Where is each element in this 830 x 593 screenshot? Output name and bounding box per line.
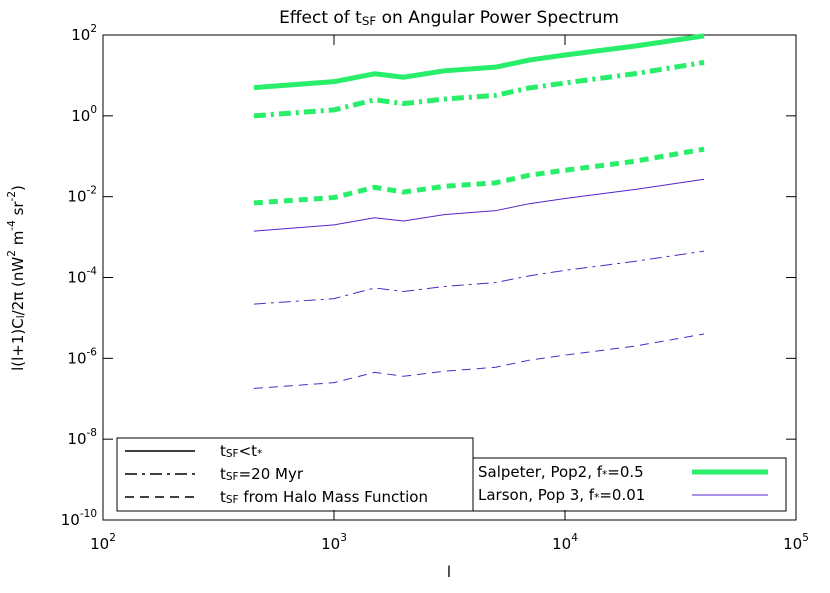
chart-title: Effect of tSF on Angular Power Spectrum: [279, 8, 619, 28]
legend-label: tSF=20 Myr: [220, 465, 304, 484]
x-tick-label: 102: [90, 532, 116, 553]
series-line: [253, 146, 705, 206]
x-tick-label: 105: [783, 532, 809, 553]
y-tick-label: 10-4: [67, 265, 97, 286]
y-tick-label: 100: [71, 104, 97, 125]
legend-label: tSF<t*: [220, 442, 262, 461]
y-tick-label: 10-8: [67, 427, 97, 448]
legend-label: Salpeter, Pop2, f*=0.5: [478, 463, 644, 482]
series-line: [253, 33, 705, 91]
color-legend: [472, 457, 787, 512]
y-axis-label: l(l+1)Cl/2π (nW2 m-4 sr-2): [6, 185, 27, 371]
plot-frame: [102, 34, 797, 521]
series-line: [253, 250, 705, 305]
legend-label: Larson, Pop 3, f*=0.01: [478, 486, 645, 505]
y-tick-label: 10-2: [67, 185, 97, 206]
x-tick-label: 103: [321, 532, 347, 553]
y-tick-label: 10-10: [61, 508, 97, 529]
series-line: [253, 333, 705, 389]
x-axis-label: l: [447, 563, 451, 581]
series-line: [253, 178, 705, 232]
x-tick-label: 104: [552, 532, 578, 553]
series-line: [253, 59, 705, 119]
legend-label: tSF from Halo Mass Function: [220, 488, 428, 507]
y-tick-label: 10-6: [67, 346, 97, 367]
y-tick-label: 102: [71, 23, 97, 44]
